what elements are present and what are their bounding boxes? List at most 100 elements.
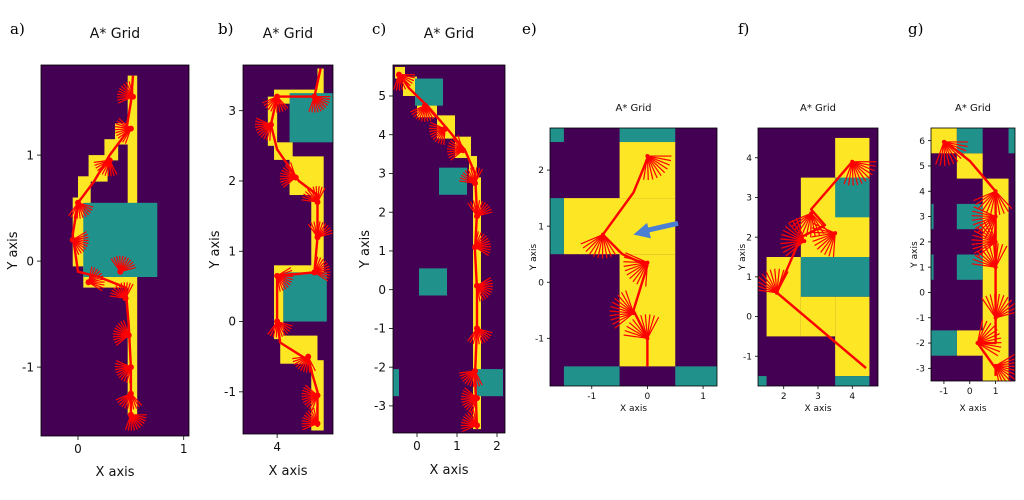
fan-ray [973,230,996,243]
sampling-fan [116,80,136,104]
obstacle-cell [800,257,870,297]
plot-title: A* Grid [800,103,836,114]
fan-ray [758,289,777,294]
plot-area [41,65,189,436]
obstacle-cell [835,177,870,218]
sampling-fan [758,268,789,295]
sampling-fan [467,200,493,220]
plot-title: A* Grid [263,26,313,42]
y-tick-label: -1 [916,314,925,324]
fan-ray [974,254,996,268]
fan-ray [646,315,656,339]
sampling-fan [301,407,321,431]
fan-ray [971,215,996,221]
fan-origin [314,392,321,399]
fan-origin [941,139,946,144]
obstacle-cell [758,376,767,386]
fan-origin [314,234,321,241]
fan-origin [396,71,402,78]
fan-origin [274,318,281,325]
fan-ray [624,329,648,339]
y-axis-label: Y axis [6,231,21,270]
sampling-fan [623,252,650,287]
x-tick-label: 0 [74,442,82,456]
sampling-fan [307,221,333,241]
fan-ray [635,316,648,339]
fan-origin [993,315,998,320]
fan-ray [602,234,620,253]
fan-ray [597,234,604,259]
x-axis-label: X axis [429,463,468,478]
fan-ray [620,292,635,314]
fan-ray [788,222,805,242]
fan-ray [782,240,805,253]
sampling-fan [474,277,494,302]
fan-ray [646,156,649,181]
sampling-fan [780,218,807,257]
fan-origin [850,159,855,164]
x-axis-label: X axis [95,465,134,480]
fan-origin [442,125,448,132]
obstacle-cell [956,203,983,230]
fan-ray [971,215,996,218]
sampling-fan [973,189,1013,216]
fan-ray [811,227,836,234]
fan-ray [758,281,778,294]
fan-ray [782,229,805,242]
fan-ray [977,337,1002,344]
fan-ray [984,245,997,268]
panel-letter: g) [908,20,923,38]
sampling-fan [311,256,331,282]
fan-origin [993,265,998,270]
path-cell [956,153,983,179]
y-tick-label: 2 [746,233,752,243]
fan-ray [811,231,836,234]
obstacle-cell [283,272,327,322]
fan-ray [985,295,997,318]
fan-origin [127,411,134,418]
fan-origin [474,282,480,289]
path-cell [766,257,801,337]
obstacle-cell [956,254,983,280]
y-tick-label: -1 [535,334,544,344]
y-axis-label: Y axis [910,241,920,269]
fan-ray [995,191,1001,215]
panel-letter: b) [218,20,233,38]
fan-ray [995,365,1012,381]
fan-origin [472,180,478,187]
fan-ray [979,223,997,243]
obstacle-cell [289,93,333,143]
fan-ray [614,297,634,314]
plot-title: A* Grid [955,103,991,114]
y-tick-label: -2 [374,360,386,374]
fan-ray [632,262,648,283]
x-tick-label: 0 [967,387,973,397]
fan-ray [811,232,836,238]
sampling-fan [428,121,448,145]
sampling-fan [975,319,1002,357]
fan-origin [645,260,650,265]
fan-origin [75,199,81,206]
panel-e: e) A* Grid -1 0 1 -1 0 1 2 X axis Y axis [522,20,718,414]
fan-origin [474,422,480,429]
fan-ray [805,213,812,237]
fan-ray [943,141,959,162]
fan-ray [977,333,1000,344]
y-tick-label: 2 [919,238,925,248]
sampling-fan [393,71,415,91]
fan-ray [973,190,996,202]
y-tick-label: -1 [743,352,752,362]
x-tick-label: -1 [939,387,948,397]
fan-ray [646,155,658,179]
fan-ray [995,365,1015,376]
y-tick-label: 4 [378,128,386,142]
x-tick-label: 3 [815,392,821,402]
sampling-fan [68,199,94,219]
fan-ray [988,243,997,268]
fan-ray [602,234,613,258]
x-tick-label: 2 [493,439,501,453]
sampling-fan [301,186,326,206]
obstacle-cell [956,128,983,154]
fan-ray [971,239,996,243]
fan-ray [972,241,996,250]
